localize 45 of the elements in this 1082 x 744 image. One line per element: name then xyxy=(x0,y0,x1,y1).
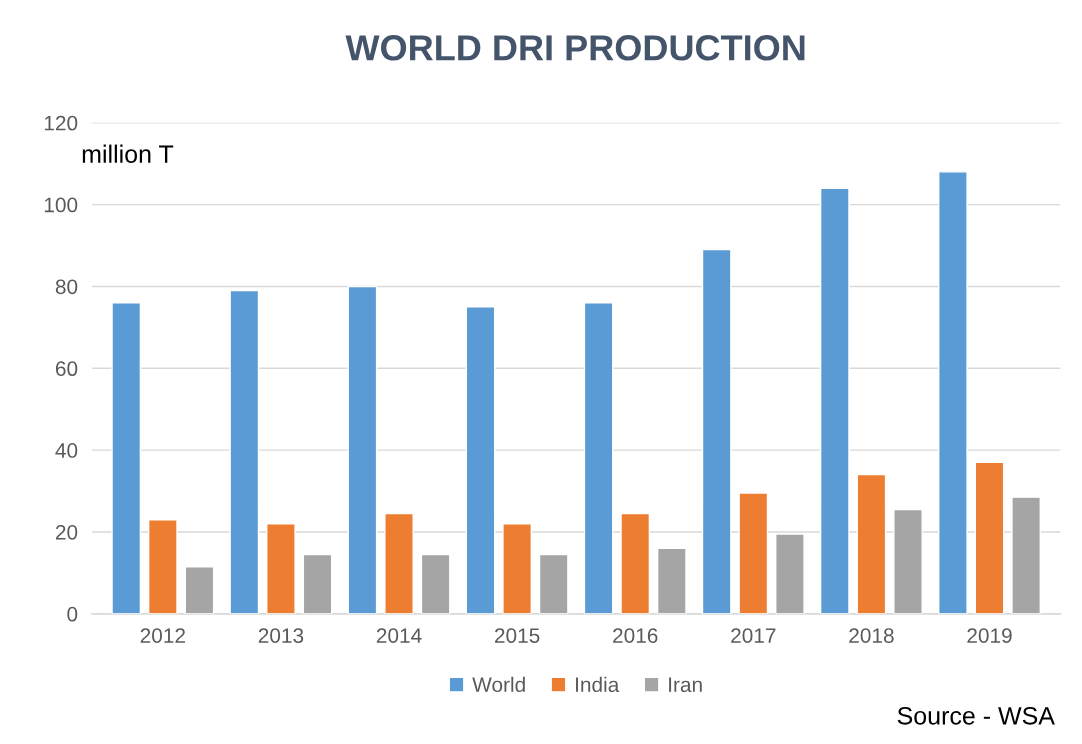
bar xyxy=(620,512,651,614)
y-tick-label: 60 xyxy=(55,361,78,377)
y-tick-label: 20 xyxy=(55,524,78,540)
bar xyxy=(347,285,378,614)
x-tick-label: 2018 xyxy=(849,628,894,643)
bar xyxy=(502,523,532,614)
bar xyxy=(111,302,142,614)
legend-label: Iran xyxy=(669,677,702,693)
chart-title: WORLD DRI PRODUCTION xyxy=(345,35,805,61)
legend-label: India xyxy=(576,676,620,693)
annotation: million T xyxy=(82,144,174,163)
bar xyxy=(775,533,805,614)
bar xyxy=(974,461,1005,614)
y-tick-label: 40 xyxy=(55,443,78,458)
bar xyxy=(147,518,178,614)
bar xyxy=(583,302,614,614)
bar xyxy=(656,547,687,614)
bar xyxy=(856,473,887,614)
bar xyxy=(893,508,923,614)
x-tick-label: 2015 xyxy=(494,628,540,643)
bar xyxy=(229,289,260,614)
legend-label: World xyxy=(472,676,525,693)
bar xyxy=(384,512,414,614)
x-tick-label: 2019 xyxy=(967,628,1012,643)
x-tick-label: 2013 xyxy=(258,628,304,643)
bar xyxy=(266,523,296,614)
bar xyxy=(819,187,850,614)
bar xyxy=(738,492,769,614)
bar xyxy=(938,171,968,614)
bar xyxy=(538,553,569,614)
bar xyxy=(184,566,215,614)
bar xyxy=(465,306,496,614)
bar xyxy=(302,553,333,614)
y-tick-label: 0 xyxy=(67,606,78,622)
y-tick-label: 120 xyxy=(44,115,78,131)
bar xyxy=(420,553,451,614)
source-note: Source - WSA xyxy=(897,706,1055,725)
bar xyxy=(1011,496,1041,614)
y-tick-label: 80 xyxy=(55,279,78,295)
x-tick-label: 2014 xyxy=(376,628,422,643)
x-tick-label: 2016 xyxy=(613,628,658,643)
bar xyxy=(701,248,732,614)
y-tick-label: 100 xyxy=(44,197,78,213)
x-tick-label: 2017 xyxy=(731,628,776,643)
x-tick-label: 2012 xyxy=(140,628,185,643)
